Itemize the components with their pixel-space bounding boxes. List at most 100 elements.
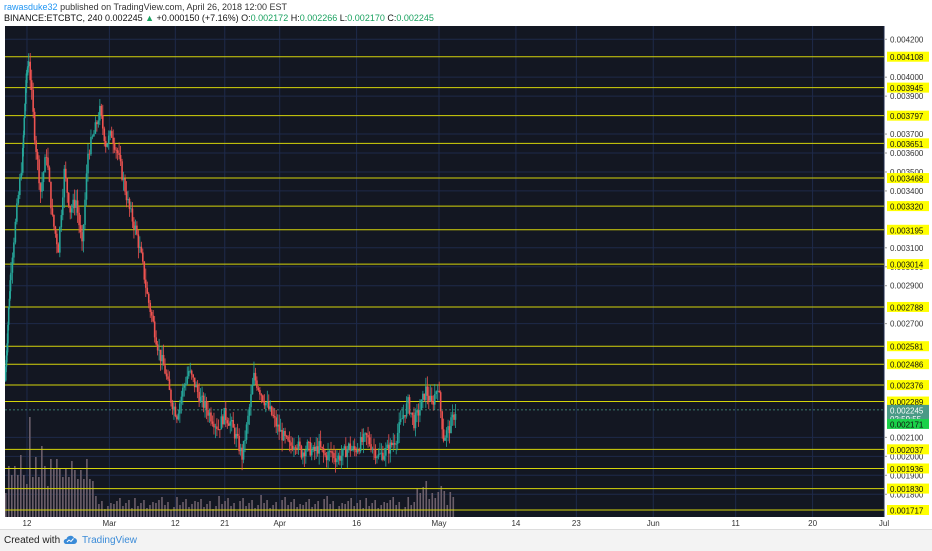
candle-body (150, 311, 153, 316)
level-tag-label: 0.004108 (890, 53, 924, 62)
volume-bar (29, 417, 31, 517)
volume-bar (269, 508, 271, 517)
tradingview-cloud-icon[interactable] (62, 533, 78, 547)
level-tag-bg (887, 380, 929, 391)
volume-bar (161, 497, 163, 517)
candle-body (382, 452, 384, 460)
candle-body (416, 410, 418, 413)
volume-bar (8, 466, 10, 517)
candle-body (226, 420, 229, 424)
candle-body (448, 426, 451, 434)
green-tag-bg (887, 418, 929, 429)
candle-body (346, 449, 349, 458)
candle-body (96, 122, 98, 125)
candle-body (426, 386, 429, 396)
candle-body (87, 153, 89, 174)
candle-body (276, 424, 279, 427)
volume-bar (254, 508, 256, 517)
volume-bar (392, 497, 395, 517)
candle-body (433, 394, 436, 405)
candle-body (193, 377, 196, 388)
y-tick-label: 0.004000 (890, 73, 924, 82)
volume-bar (164, 505, 166, 517)
candle-body (186, 376, 189, 384)
volume-bar (446, 505, 449, 517)
y-tick-label: 0.003100 (890, 244, 924, 253)
volume-bar (452, 497, 455, 517)
candle-body (411, 412, 414, 415)
volume-bar (188, 507, 190, 517)
candle-body (219, 429, 221, 431)
candle-body (368, 437, 371, 445)
candle-body (204, 401, 206, 408)
candle-body (224, 408, 227, 421)
candle-body (365, 433, 368, 436)
candle-body (9, 280, 11, 299)
candle-body (97, 120, 100, 125)
volume-bar (137, 506, 139, 517)
volume-bar (404, 507, 407, 517)
candle-body (269, 406, 272, 409)
volume-bar (419, 493, 422, 517)
volume-bar (431, 493, 434, 517)
candle-body (444, 437, 446, 441)
candle-body (445, 430, 448, 438)
candle-body (81, 232, 83, 242)
volume-bar (65, 468, 67, 517)
candle-body (324, 452, 326, 456)
volume-bar (176, 497, 178, 517)
candle-body (116, 150, 119, 154)
volume-bar (20, 455, 22, 517)
author-link[interactable]: rawasduke32 (4, 2, 58, 12)
candle-body (27, 65, 29, 73)
close-label: C: (387, 13, 397, 23)
level-tag-bg (887, 201, 929, 212)
candle-body (24, 87, 27, 104)
level-tag-label: 0.002581 (890, 343, 924, 352)
candle-body (435, 391, 438, 395)
candle-body (423, 393, 426, 400)
candle-body (159, 349, 162, 362)
volume-bar (326, 496, 328, 517)
candle-body (420, 399, 423, 410)
volume-bar (44, 466, 46, 517)
volume-bar (317, 501, 319, 517)
volume-bar (209, 501, 211, 517)
candle-body (24, 103, 26, 118)
candle-body (146, 287, 149, 294)
candle-body (244, 439, 246, 441)
volume-bar (104, 509, 106, 517)
candle-body (299, 441, 301, 447)
candle-body (216, 426, 218, 429)
candle-body (321, 446, 323, 449)
candle-body (109, 131, 112, 136)
volume-bar (236, 511, 238, 517)
candle-body (33, 111, 36, 141)
candle-body (345, 446, 347, 458)
candle-body (451, 414, 454, 418)
candle-body (30, 80, 33, 90)
level-tag-bg (887, 359, 929, 370)
volume-bar (332, 501, 334, 517)
price-chart[interactable]: 0.004200 0.004000 0.003900 0.003700 0.003600… (0, 24, 932, 529)
candle-body (32, 89, 34, 112)
candle-body (300, 446, 303, 458)
level-tag-label: 0.003797 (890, 112, 924, 121)
candle-body (73, 199, 76, 208)
volume-bar (83, 479, 85, 517)
volume-bar (56, 459, 58, 517)
volume-bar (389, 500, 392, 517)
candle-body (352, 446, 355, 449)
candle-body (347, 443, 350, 450)
candle-body (88, 153, 91, 155)
volume-bar (428, 499, 431, 517)
level-tag-label: 0.002486 (890, 361, 924, 370)
ohlc-line: BINANCE:ETCBTC, 240 0.002245 ▲ +0.000150… (4, 13, 434, 23)
tradingview-brand-link[interactable]: TradingView (82, 535, 138, 546)
high-value: 0.002266 (299, 13, 338, 23)
level-tag-label: 0.003195 (890, 226, 924, 235)
candle-body (278, 424, 280, 432)
volume-bar (92, 481, 94, 517)
volume-bar (74, 470, 76, 517)
candle-body (64, 168, 67, 179)
